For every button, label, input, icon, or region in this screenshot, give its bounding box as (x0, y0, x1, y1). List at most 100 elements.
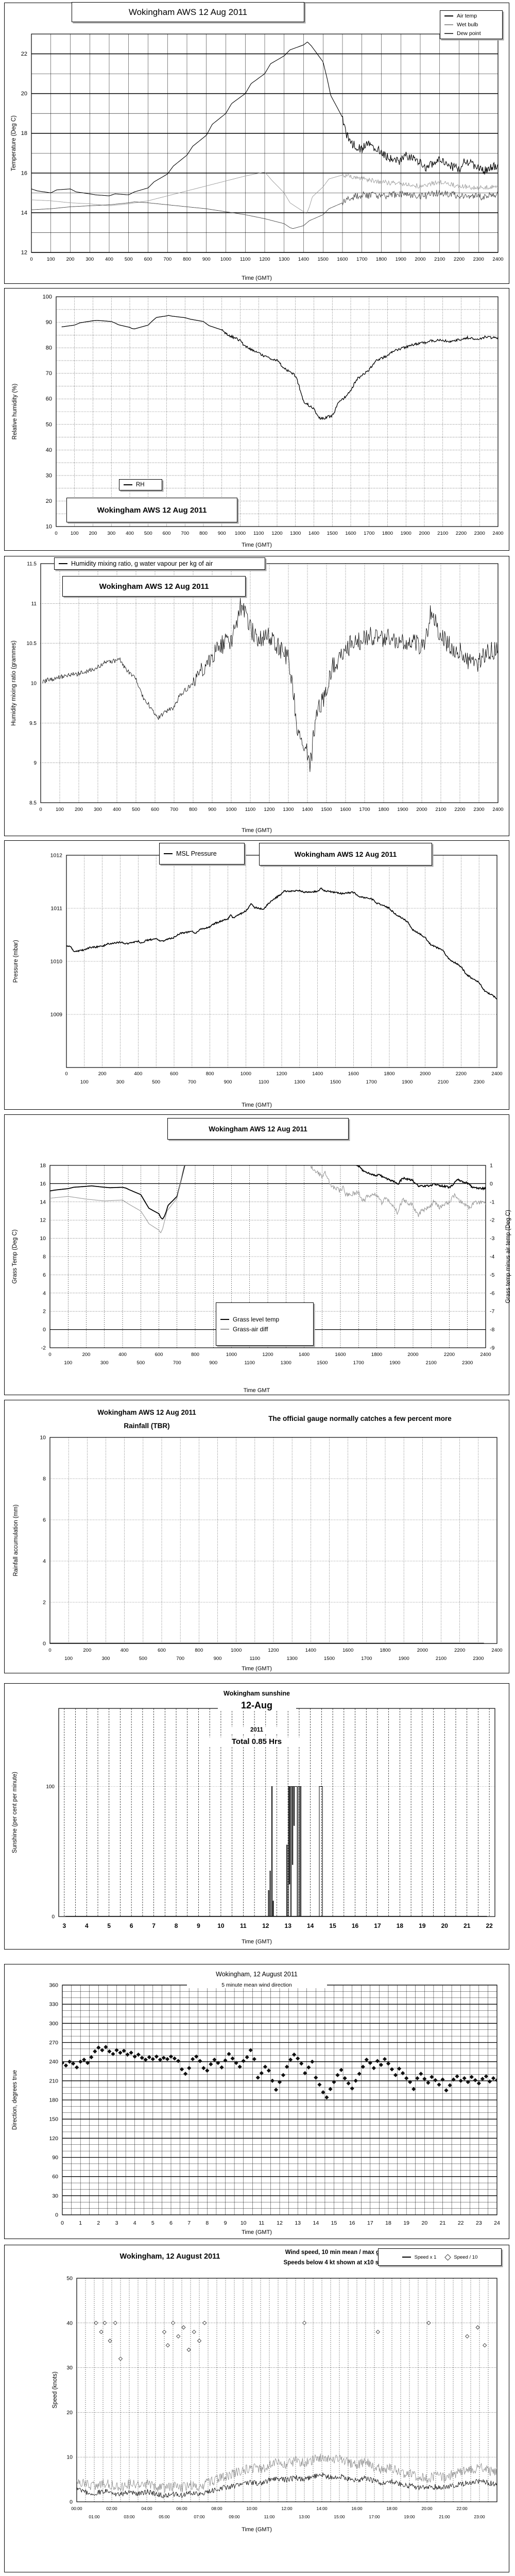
svg-text:100: 100 (71, 531, 79, 536)
svg-text:90: 90 (52, 2155, 58, 2161)
svg-text:10: 10 (241, 2220, 247, 2226)
svg-text:2000: 2000 (415, 257, 425, 262)
svg-text:4: 4 (85, 1922, 89, 1929)
svg-text:18:00: 18:00 (386, 2506, 398, 2511)
svg-text:2300: 2300 (473, 807, 484, 812)
svg-text:20: 20 (46, 498, 52, 504)
sunshine-plot-svg: 3 4 5 6 7 8 9 10 11 12 13 14 15 16 17 18 19 20 21 22 0 100 (46, 1708, 495, 1929)
svg-text:270: 270 (49, 2040, 58, 2046)
svg-text:60: 60 (46, 396, 52, 402)
svg-text:1000: 1000 (220, 257, 231, 262)
legend-item: Grass level temp (220, 1316, 309, 1323)
legend-item: Humidity mixing ratio, g water vapour pe… (59, 560, 261, 567)
svg-text:1300: 1300 (287, 1656, 298, 1662)
svg-text:300: 300 (102, 1656, 110, 1662)
svg-text:210: 210 (49, 2078, 58, 2084)
mixing-ratio-line-swatch (59, 563, 67, 564)
svg-text:200: 200 (98, 1071, 107, 1077)
legend-label: Wet bulb (457, 22, 478, 28)
svg-text:1300: 1300 (279, 257, 289, 262)
svg-text:1900: 1900 (399, 1656, 409, 1662)
svg-text:500: 500 (152, 1079, 160, 1085)
chart-year: 2011 (230, 1727, 283, 1733)
mixing-ratio-legend: Humidity mixing ratio, g water vapour pe… (54, 557, 265, 570)
svg-text:20: 20 (441, 1922, 449, 1929)
svg-text:800: 800 (191, 1352, 199, 1358)
svg-text:400: 400 (118, 1352, 127, 1358)
msl-pressure-line-swatch (164, 853, 173, 854)
grass-temperature-plot-svg: 0100200300400500600700800900100011001200… (40, 1163, 494, 1366)
svg-text:0: 0 (55, 2212, 58, 2218)
svg-text:2200: 2200 (456, 531, 467, 536)
svg-text:14: 14 (40, 1199, 46, 1205)
y-axis-label: Rainfall accumulation (mm) (13, 1504, 19, 1577)
legend-item: Grass-air diff (220, 1326, 309, 1333)
svg-text:900: 900 (209, 1360, 217, 1366)
svg-text:1500: 1500 (330, 1079, 341, 1085)
relative-humidity-plot-svg: 0 100 200 300 400 500 600 700 800 900 1000 1100 1200… (43, 294, 504, 537)
svg-text:0: 0 (39, 807, 42, 812)
y-axis-label: Temperature (Deg C) (11, 115, 17, 172)
y-axis-label: Relative humidity (%) (12, 383, 18, 440)
svg-text:1800: 1800 (382, 531, 393, 536)
svg-text:200: 200 (75, 807, 83, 812)
svg-text:21:00: 21:00 (439, 2514, 450, 2519)
svg-text:1900: 1900 (396, 257, 406, 262)
svg-text:1400: 1400 (305, 1648, 316, 1653)
svg-text:12: 12 (277, 2220, 283, 2226)
svg-text:17: 17 (367, 2220, 373, 2226)
svg-text:120: 120 (49, 2136, 58, 2142)
secondary-y-axis-label: Grass temp minus air temp (Deg C) (505, 1210, 511, 1303)
chart-title: Wokingham AWS 12 Aug 2011 (72, 2, 304, 22)
svg-text:14: 14 (313, 2220, 319, 2226)
svg-text:800: 800 (206, 1071, 214, 1077)
svg-text:1100: 1100 (259, 1079, 269, 1085)
temperature-plot-svg: 0 100 200 300 400 500 600 700 800 900 1000 1100 1200… (21, 33, 504, 262)
svg-text:01:00: 01:00 (89, 2514, 100, 2519)
svg-text:100: 100 (80, 1079, 89, 1085)
svg-text:2: 2 (43, 1309, 46, 1315)
svg-text:1100: 1100 (250, 1656, 260, 1662)
svg-text:09:00: 09:00 (229, 2514, 240, 2519)
svg-text:1500: 1500 (318, 257, 329, 262)
svg-text:1800: 1800 (376, 257, 387, 262)
svg-text:24: 24 (494, 2220, 500, 2226)
legend-item: Wet bulb (444, 22, 498, 28)
svg-text:0: 0 (490, 1181, 493, 1187)
rh-legend: RH (119, 479, 162, 490)
svg-text:1400: 1400 (299, 1352, 310, 1358)
y-axis-label: Direction, degrees true (12, 2070, 18, 2130)
rh-line-swatch (124, 484, 132, 485)
chart-title: Wokingham, 12 August 2011 (82, 2252, 258, 2261)
svg-text:2300: 2300 (462, 1360, 473, 1366)
svg-text:2: 2 (43, 1600, 46, 1606)
svg-text:12: 12 (40, 1217, 46, 1224)
humidity-mixing-ratio-chart: 0 100 200 300 400 500 600 700 800 900 1000 1100 1200… (4, 556, 509, 836)
svg-text:1009: 1009 (50, 1012, 63, 1018)
legend-label: Grass level temp (233, 1315, 280, 1323)
svg-text:1500: 1500 (324, 1656, 335, 1662)
svg-text:1000: 1000 (235, 531, 246, 536)
svg-text:0: 0 (61, 2220, 64, 2226)
svg-text:1600: 1600 (342, 1648, 353, 1653)
svg-text:-2: -2 (490, 1217, 494, 1224)
svg-text:2400: 2400 (492, 807, 503, 812)
svg-text:1600: 1600 (335, 1352, 346, 1358)
chart-title: Wokingham AWS 12 Aug 2011 (167, 1118, 349, 1140)
svg-text:1010: 1010 (50, 959, 63, 965)
svg-text:2100: 2100 (436, 1656, 447, 1662)
svg-text:1800: 1800 (380, 1648, 390, 1653)
svg-text:70: 70 (46, 370, 52, 377)
svg-text:1700: 1700 (356, 257, 367, 262)
grass-air-diff-line-swatch (220, 1328, 229, 1330)
svg-text:1200: 1200 (259, 257, 270, 262)
svg-text:1700: 1700 (366, 1079, 377, 1085)
svg-text:1011: 1011 (50, 906, 62, 912)
svg-text:20: 20 (21, 91, 27, 97)
wind-speed-plot-svg: 00:00 01:00 02:00 03:00 04:00 05:00 06:00 07:00… (66, 2276, 497, 2519)
svg-text:400: 400 (121, 1648, 129, 1653)
svg-text:0: 0 (30, 257, 32, 262)
svg-text:900: 900 (224, 1079, 232, 1085)
svg-text:2000: 2000 (419, 531, 430, 536)
svg-text:11: 11 (259, 2220, 264, 2226)
